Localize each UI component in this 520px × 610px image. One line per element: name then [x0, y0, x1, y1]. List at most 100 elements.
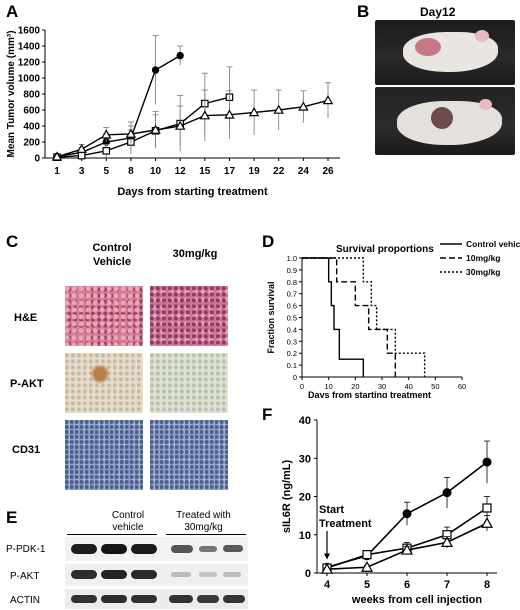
data-point	[102, 147, 111, 155]
y-tick-label: 1400	[18, 42, 41, 53]
blot-group-treated-bar	[166, 534, 246, 535]
x-tick-label: 26	[322, 166, 334, 177]
blot-strip-ppdk1	[65, 537, 248, 561]
series-line-0	[56, 54, 181, 158]
x-tick-label: 22	[273, 166, 285, 177]
y-tick-label: 1200	[18, 58, 41, 69]
x-tick-label: 15	[199, 166, 211, 177]
x-tick-label: 24	[298, 166, 310, 177]
y-axis-label: sIL6R (ng/mL)	[281, 460, 293, 534]
y-tick-label: 1000	[18, 74, 41, 85]
x-tick-label: 12	[175, 166, 187, 177]
series-line-2	[56, 99, 329, 158]
col-header-30mg: 30mg/kg	[172, 248, 218, 260]
data-point	[76, 143, 87, 153]
y-tick-label: 800	[23, 90, 40, 101]
histology-cd31-control	[65, 420, 143, 490]
x-axis-label: Days from starting treatment	[308, 390, 431, 398]
x-tick-label: 3	[79, 166, 85, 177]
data-point	[482, 457, 492, 467]
mouse-photo-control	[375, 20, 515, 85]
x-tick-label: 8	[484, 579, 490, 591]
histology-cd31-treated	[150, 420, 228, 490]
data-point	[402, 509, 412, 519]
survival-line-0	[302, 257, 365, 377]
blot-label-pakt: P-AKT	[10, 571, 40, 582]
y-tick-label: 600	[23, 106, 40, 117]
y-tick-label: 0.7	[287, 290, 297, 299]
y-tick-label: 1600	[18, 26, 41, 37]
histology-he-control	[65, 286, 143, 346]
x-axis-label: Days from starting treatment	[117, 186, 268, 198]
data-point	[400, 543, 414, 555]
x-tick-label: 5	[103, 166, 109, 177]
data-point	[174, 120, 186, 130]
data-point	[362, 550, 372, 560]
blot-label-actin: ACTIN	[10, 595, 40, 606]
y-tick-label: 0.9	[287, 266, 297, 275]
y-tick-label: 0.4	[287, 325, 297, 334]
data-point	[360, 561, 374, 572]
blot-label-ppdk1: P-PDK-1	[6, 544, 46, 555]
survival-title: Survival proportions	[336, 244, 434, 255]
annotation-line1: Start	[319, 504, 344, 516]
y-tick-label: 0.2	[287, 349, 297, 358]
y-tick-label: 0	[34, 154, 40, 165]
panel-letter-c: C	[6, 232, 19, 251]
series-line-1	[56, 96, 230, 158]
x-tick-label: 1	[54, 166, 60, 177]
y-tick-label: 0.5	[287, 314, 297, 323]
day12-title: Day12	[420, 5, 456, 19]
x-tick-label: 6	[404, 579, 410, 591]
panel-letter-d: D	[262, 232, 275, 251]
x-tick-label: 20	[351, 382, 359, 391]
row-label-he: H&E	[14, 312, 38, 324]
y-tick-label: 0.8	[287, 278, 297, 287]
data-point	[151, 66, 160, 74]
x-tick-label: 30	[378, 382, 386, 391]
x-tick-label: 0	[300, 382, 304, 391]
col-header-control-line2: Vehicle	[93, 256, 131, 268]
y-tick-label: 0	[305, 568, 311, 580]
data-point	[273, 104, 284, 114]
y-tick-label: 10	[299, 530, 311, 542]
y-tick-label: 30	[299, 453, 311, 465]
survival-chart: Survival proportions 0 0.1 0.2 0.3 0.4 0.5 0.6 0…	[266, 239, 520, 398]
x-tick-label: 40	[404, 382, 412, 391]
y-tick-label: 0.1	[287, 361, 297, 370]
blot-strip-pakt	[65, 564, 248, 586]
data-point	[101, 129, 112, 139]
x-tick-label: 19	[249, 166, 261, 177]
panel-letter-a: A	[6, 2, 19, 21]
x-axis-label: weeks from cell injection	[351, 594, 482, 606]
data-point	[482, 503, 492, 513]
x-tick-label: 4	[324, 579, 331, 591]
mouse-photo-treated	[375, 87, 515, 155]
y-tick-label: 40	[299, 415, 311, 427]
data-point	[150, 124, 161, 134]
data-point	[125, 128, 137, 138]
data-point	[322, 94, 334, 105]
panel-letter-e: E	[6, 508, 18, 527]
blot-strip-actin	[65, 589, 248, 609]
y-tick-label: 1.0	[287, 254, 297, 263]
x-tick-label: 17	[224, 166, 236, 177]
x-tick-label: 8	[128, 166, 134, 177]
y-axis-label: Mean Tumor volume (mm³)	[6, 30, 17, 157]
row-label-cd31: CD31	[12, 444, 41, 456]
x-tick-label: 5	[364, 579, 370, 591]
data-point	[480, 517, 494, 528]
y-tick-label: 0.6	[287, 302, 297, 311]
annotation-arrow-head	[324, 553, 330, 560]
annotation-line2: Treatment	[319, 518, 372, 530]
data-point	[440, 536, 454, 547]
y-tick-label: 0	[293, 373, 297, 382]
histology-he-treated	[150, 286, 228, 346]
blot-group-treated-line2: 30mg/kg	[184, 522, 223, 533]
x-tick-label: 10	[150, 166, 162, 177]
x-tick-label: 7	[444, 579, 450, 591]
panel-letter-f: F	[262, 405, 273, 424]
y-tick-label: 200	[23, 138, 40, 149]
x-tick-label: 10	[324, 382, 332, 391]
